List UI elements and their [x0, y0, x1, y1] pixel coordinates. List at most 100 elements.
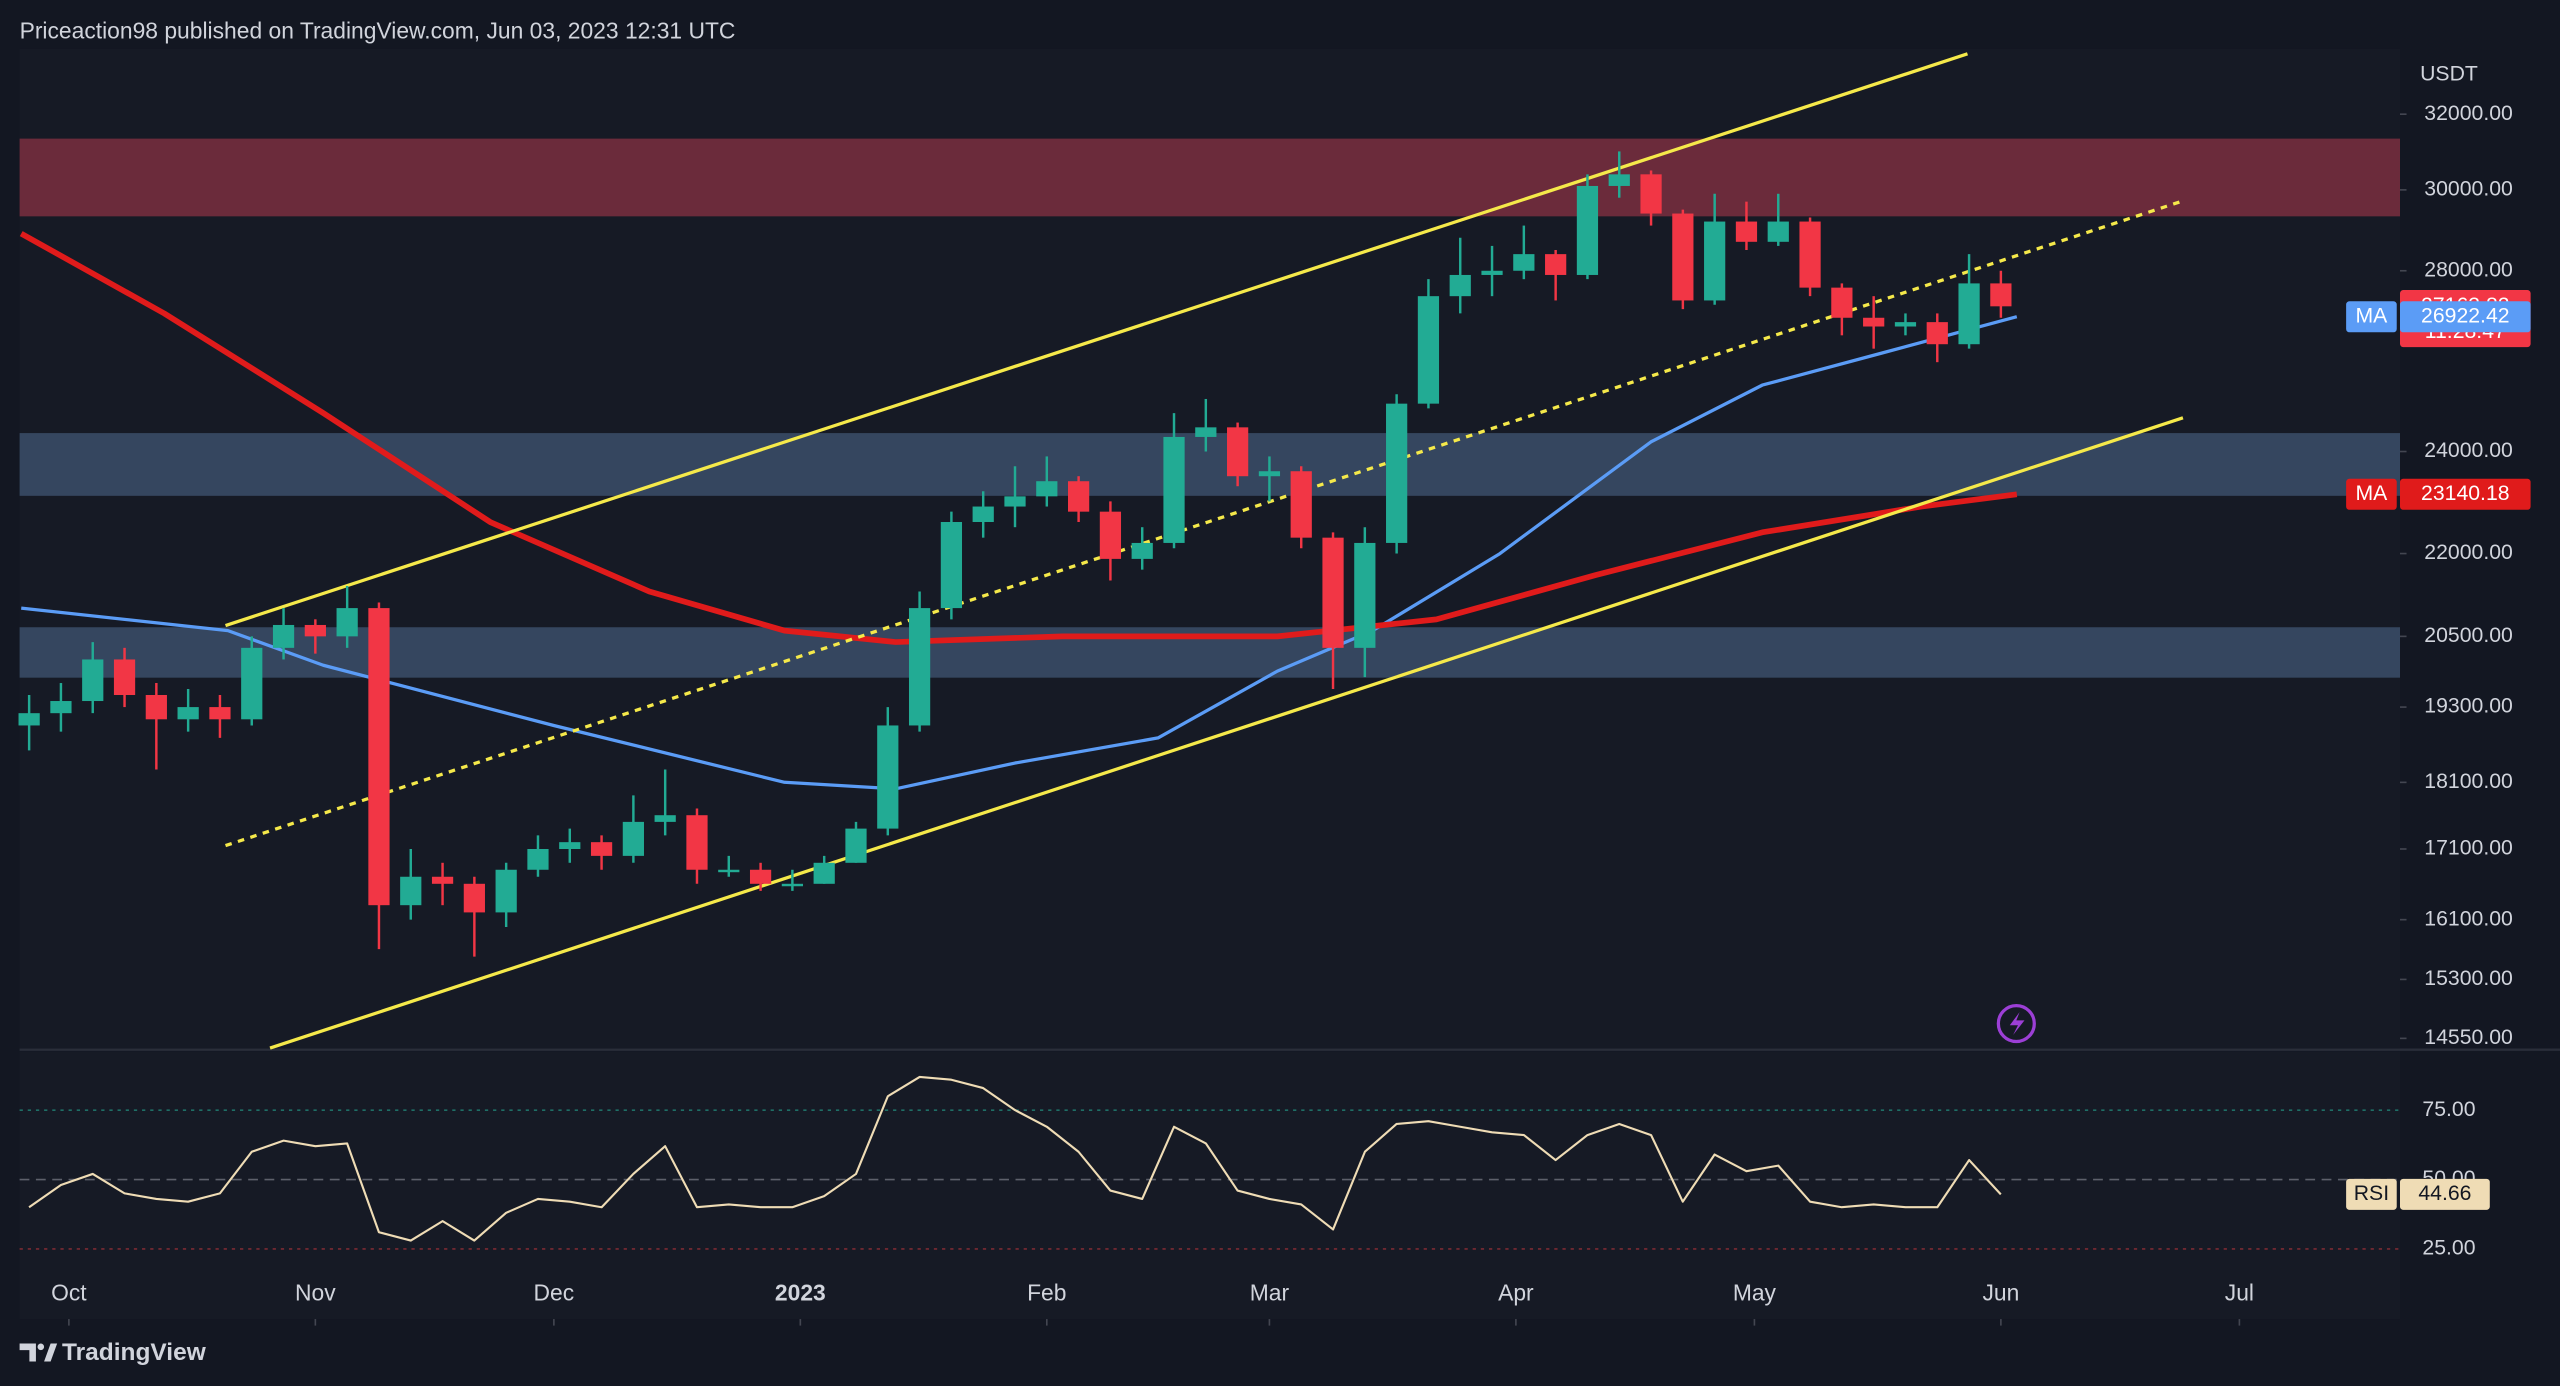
candle-body: [431, 876, 454, 884]
logo-mark[interactable]: [19, 1343, 36, 1362]
candle-body: [1354, 542, 1376, 648]
candle-body: [82, 659, 104, 702]
x-tick-label: Jul: [2225, 1280, 2254, 1306]
brand-logo[interactable]: TradingView: [19, 1339, 207, 1366]
candle-body: [1735, 221, 1758, 242]
x-tick-label: Oct: [51, 1280, 87, 1306]
y-tick-label: 17100.00: [2424, 837, 2513, 860]
y-tick-label: 19300.00: [2424, 695, 2513, 718]
y-tick-label: 24000.00: [2424, 439, 2513, 462]
candle-body: [113, 659, 136, 695]
rsi-badge-value: 44.66: [2418, 1182, 2471, 1205]
candle-body: [527, 849, 549, 870]
rsi-badge-name: RSI: [2354, 1182, 2389, 1205]
y-tick-label: 16100.00: [2424, 907, 2513, 930]
candle-body: [1672, 213, 1694, 301]
candle-body: [1767, 221, 1789, 242]
candle-body: [18, 713, 40, 726]
alert-bolt[interactable]: [2009, 1012, 2025, 1036]
candle-body: [749, 869, 772, 884]
candle-body: [463, 883, 485, 913]
candle-body: [940, 521, 963, 609]
ma-badge: [2400, 301, 2531, 333]
candle-body: [686, 815, 708, 870]
x-tick-label: Jun: [1982, 1280, 2019, 1306]
candle-body: [781, 883, 804, 887]
candle-body: [1799, 221, 1821, 288]
candle-body: [1163, 436, 1185, 543]
x-tick-label: Feb: [1027, 1280, 1066, 1306]
y-tick-label: 20500.00: [2424, 624, 2513, 647]
currency-label: USDT: [2420, 63, 2478, 86]
moving-average: [21, 315, 2018, 791]
candle-body: [400, 876, 422, 906]
candle-body: [1481, 270, 1503, 275]
alert-circle[interactable]: [1996, 1003, 2036, 1044]
ma-badge-name: MA: [2356, 482, 2389, 505]
candle-body: [1513, 254, 1535, 271]
y-tick-label: 30000.00: [2424, 177, 2513, 200]
rsi-tick-label: 75.00: [2422, 1098, 2475, 1121]
candle-body: [1704, 221, 1726, 301]
y-tick-label: 22000.00: [2424, 541, 2513, 564]
candle-body: [304, 624, 326, 637]
candle-body: [1449, 274, 1471, 297]
candle-body: [1545, 254, 1567, 275]
rsi-badge-tag: [2346, 1178, 2397, 1210]
logo-slash[interactable]: [44, 1343, 58, 1362]
candle-body: [50, 701, 72, 714]
candle-body: [1131, 542, 1153, 559]
candle-body: [1990, 283, 2012, 307]
ma-badge-value: 23140.18: [2421, 482, 2510, 505]
candle-body: [272, 624, 295, 648]
rsi-tick-label: 25.00: [2422, 1236, 2475, 1259]
candle-body: [559, 842, 581, 850]
candle-body: [1576, 185, 1599, 275]
candle-body: [209, 707, 231, 720]
price-zone: [19, 433, 2401, 496]
ma-badge-tag: [2346, 301, 2397, 333]
logo-dot[interactable]: [37, 1343, 45, 1351]
candle-body: [1036, 481, 1058, 497]
rsi-badge: [2400, 1178, 2490, 1210]
y-tick-label: 18100.00: [2424, 770, 2513, 793]
x-tick-label: Dec: [534, 1280, 575, 1306]
candle-body: [1099, 511, 1122, 559]
candle-body: [877, 725, 899, 829]
x-tick-label: Mar: [1250, 1280, 1290, 1306]
candle-body: [1926, 322, 1948, 345]
ma-badge-value: 26922.42: [2421, 304, 2510, 327]
candle-body: [972, 506, 994, 522]
candle-body: [845, 828, 867, 863]
x-tick-label: 2023: [775, 1280, 826, 1306]
ma-badge-name: MA: [2356, 304, 2389, 327]
candle-body: [1608, 174, 1630, 186]
rsi-line: [28, 1075, 2002, 1242]
rsi-pane: [19, 1051, 2401, 1320]
candle-body: [1322, 537, 1344, 648]
brand-name[interactable]: TradingView: [62, 1339, 207, 1366]
y-tick-label: 32000.00: [2424, 102, 2513, 125]
alert-icon[interactable]: [1996, 1003, 2036, 1044]
candle-body: [336, 608, 358, 637]
candle-body: [177, 707, 199, 720]
candle-body: [1004, 496, 1026, 507]
candle-body: [1195, 427, 1217, 437]
x-tick-label: Apr: [1498, 1280, 1534, 1306]
publish-header: Priceaction98 published on TradingView.c…: [20, 18, 736, 44]
candle-body: [368, 608, 390, 906]
candle-body: [1417, 296, 1440, 404]
candle-body: [1067, 481, 1090, 512]
candle-body: [908, 608, 931, 726]
candle-body: [241, 647, 263, 720]
candle-body: [1863, 317, 1885, 327]
trend-line: [225, 52, 1968, 628]
candle-body: [590, 842, 613, 856]
candle-body: [1894, 322, 1917, 327]
y-tick-label: 14550.00: [2424, 1026, 2513, 1049]
y-tick-label: 15300.00: [2424, 967, 2513, 990]
x-tick-label: May: [1733, 1280, 1777, 1306]
candle-body: [1386, 403, 1408, 543]
y-tick-label: 28000.00: [2424, 258, 2513, 281]
